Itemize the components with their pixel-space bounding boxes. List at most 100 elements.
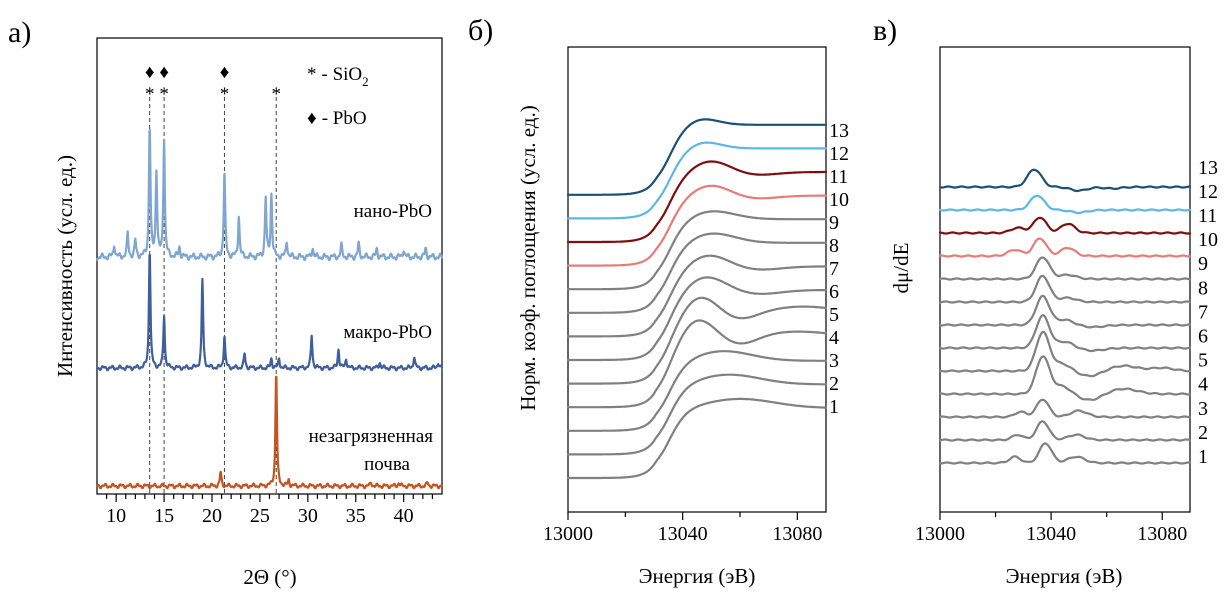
panel-b-letter: б) (468, 14, 493, 47)
derivative-trace-8 (938, 274, 1192, 304)
xrd-trace-nano (95, 129, 444, 262)
trace-label-11: 11 (1198, 205, 1217, 227)
x-tick-label: 13040 (658, 523, 708, 545)
trace-label-2: 2 (829, 373, 839, 395)
derivative-trace-4 (938, 355, 1192, 401)
trace-label-7: 7 (829, 258, 839, 280)
trace-label-10: 10 (1198, 229, 1218, 251)
x-tick-label: 10 (106, 505, 126, 527)
trace-label-2: 2 (1198, 422, 1208, 444)
trace-label-8: 8 (1198, 277, 1208, 299)
trace-label-5: 5 (1198, 350, 1208, 372)
x-tick-label: 13080 (772, 523, 822, 545)
trace-label-5: 5 (829, 304, 839, 326)
sio2-marker: * (220, 84, 230, 105)
x-tick-label: 25 (250, 505, 270, 527)
trace-label-3: 3 (829, 350, 839, 372)
x-tick-label: 13000 (543, 523, 593, 545)
label-nano-pbo: нано-PbO (354, 201, 432, 222)
sio2-marker: * (145, 84, 155, 105)
xanes-trace-3 (566, 350, 828, 432)
panel-a-ylabel: Интенсивность (усл. ед.) (53, 155, 77, 377)
trace-label-11: 11 (829, 166, 848, 188)
trace-label-13: 13 (1198, 157, 1218, 179)
trace-label-12: 12 (829, 143, 849, 165)
label-macro-pbo: макро-PbO (343, 322, 432, 343)
derivative-trace-5 (938, 330, 1192, 378)
derivative-trace-9 (938, 256, 1192, 281)
panel-c-letter: в) (873, 14, 897, 47)
panel-c-ylabel: dμ/dE (889, 243, 913, 294)
pbo-marker: ♦ (220, 62, 230, 83)
x-tick-label: 15 (154, 505, 174, 527)
derivative-trace-11 (938, 216, 1192, 235)
trace-label-6: 6 (1198, 326, 1208, 348)
x-tick-label: 30 (298, 505, 318, 527)
derivative-trace-2 (938, 420, 1192, 442)
trace-label-9: 9 (1198, 253, 1208, 275)
trace-label-8: 8 (829, 235, 839, 257)
xanes-trace-11 (566, 160, 828, 244)
panel-c-traces (938, 168, 1192, 465)
panel-a-xrd: а) ♦*♦*♦* * 10 15 20 25 30 35 40 * - SiO2 ♦ - PbO… (8, 16, 444, 589)
trace-label-3: 3 (1198, 398, 1208, 420)
x-tick-label: 13000 (915, 523, 965, 545)
panel-a-traces (95, 129, 444, 490)
label-soil-line2: почва (364, 454, 410, 475)
trace-label-7: 7 (1198, 301, 1208, 323)
pbo-marker: ♦ (145, 62, 155, 83)
panel-b-traces (566, 118, 828, 480)
xanes-trace-8 (566, 232, 828, 314)
derivative-trace-7 (938, 294, 1192, 329)
xanes-trace-12 (566, 141, 828, 220)
xanes-trace-10 (566, 184, 828, 267)
label-soil-line1: незагрязненная (309, 426, 434, 447)
panel-a-x-ticks: 10 15 20 25 30 35 40 (105, 494, 434, 527)
legend-pbo: ♦ - PbO (307, 108, 367, 129)
panel-c-xlabel: Энергия (эВ) (1006, 564, 1123, 588)
legend-sio2: * - SiO2 (307, 64, 369, 89)
panel-b-xlabel: Энергия (эВ) (639, 564, 756, 588)
x-tick-label: 13040 (1026, 523, 1076, 545)
xanes-trace-4 (566, 319, 828, 409)
trace-label-1: 1 (829, 396, 839, 418)
sio2-marker: * (159, 84, 169, 105)
x-tick-label: 40 (394, 505, 414, 527)
xanes-trace-1 (566, 397, 828, 480)
pbo-marker: ♦ (159, 62, 169, 83)
xrd-trace-soil (95, 375, 444, 490)
derivative-trace-13 (938, 168, 1192, 193)
derivative-trace-1 (938, 442, 1192, 465)
x-tick-label: 35 (346, 505, 366, 527)
trace-label-4: 4 (1198, 374, 1208, 396)
xrd-trace-macro (95, 253, 444, 372)
trace-label-13: 13 (829, 120, 849, 142)
panel-a-letter: а) (8, 16, 31, 49)
derivative-trace-3 (938, 398, 1192, 419)
xanes-trace-2 (566, 373, 828, 456)
xanes-trace-7 (566, 254, 828, 338)
x-tick-label: 20 (202, 505, 222, 527)
panel-a-reference-lines: ♦*♦*♦* * (145, 62, 281, 494)
panel-c-x-ticks: 13000 13040 13080 (915, 512, 1187, 545)
trace-label-1: 1 (1198, 446, 1208, 468)
xanes-trace-5 (566, 296, 828, 385)
xanes-trace-6 (566, 276, 828, 362)
panel-b-ylabel: Норм. коэф. поглощения (усл. ед.) (516, 105, 540, 410)
panel-b-x-ticks: 13000 13040 13080 (543, 512, 822, 545)
trace-label-12: 12 (1198, 181, 1218, 203)
derivative-trace-6 (938, 314, 1192, 353)
trace-label-9: 9 (829, 212, 839, 234)
xanes-trace-13 (566, 118, 828, 196)
panel-a-xlabel: 2Θ (°) (243, 565, 296, 589)
trace-label-10: 10 (829, 189, 849, 211)
panel-b-frame (567, 46, 827, 513)
sio2-marker: * (271, 84, 281, 105)
derivative-trace-10 (938, 237, 1192, 258)
derivative-trace-12 (938, 194, 1192, 215)
trace-label-6: 6 (829, 281, 839, 303)
